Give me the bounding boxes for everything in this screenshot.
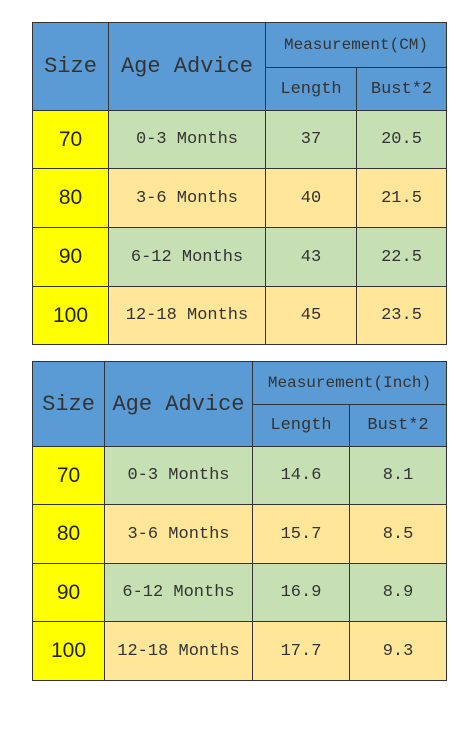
age-cell: 0-3 Months <box>108 110 266 169</box>
bust-cell: 8.5 <box>348 504 448 564</box>
length-cell: 45 <box>265 286 357 345</box>
data-row: 100 12-18 Months 45 23.5 <box>32 286 447 345</box>
size-cell: 100 <box>32 621 105 681</box>
header-measurement: Measurement(CM) <box>265 22 447 68</box>
header-row: Size Age Advice Measurement(CM) <box>32 22 447 111</box>
size-cell: 80 <box>32 504 105 564</box>
bust-cell: 21.5 <box>356 168 447 228</box>
data-row: 70 0-3 Months 14.6 8.1 <box>32 446 448 505</box>
bust-cell: 20.5 <box>356 110 447 169</box>
header-age: Age Advice <box>108 22 266 111</box>
bust-cell: 23.5 <box>356 286 447 345</box>
length-cell: 16.9 <box>252 563 350 622</box>
data-row: 80 3-6 Months 15.7 8.5 <box>32 504 448 564</box>
age-cell: 6-12 Months <box>108 227 266 287</box>
length-cell: 17.7 <box>252 621 350 681</box>
age-cell: 3-6 Months <box>104 504 253 564</box>
data-row: 90 6-12 Months 16.9 8.9 <box>32 563 448 622</box>
data-row: 100 12-18 Months 17.7 9.3 <box>32 621 448 681</box>
data-row: 80 3-6 Months 40 21.5 <box>32 168 447 228</box>
length-cell: 15.7 <box>252 504 350 564</box>
size-cell: 70 <box>32 110 109 169</box>
size-table: Size Age Advice Measurement(Inch) Length Bus… <box>32 361 448 681</box>
bust-cell: 22.5 <box>356 227 447 287</box>
header-length: Length <box>265 67 357 111</box>
header-row: Size Age Advice Measurement(Inch) <box>32 361 448 447</box>
size-cell: 90 <box>32 563 105 622</box>
length-cell: 40 <box>265 168 357 228</box>
data-row: 70 0-3 Months 37 20.5 <box>32 110 447 169</box>
bust-cell: 8.1 <box>348 446 448 505</box>
size-cell: 90 <box>32 227 109 287</box>
bust-cell: 9.3 <box>348 621 448 681</box>
size-cell: 100 <box>32 286 109 345</box>
header-measurement: Measurement(Inch) <box>251 361 448 405</box>
header-size: Size <box>32 22 109 111</box>
bust-cell: 8.9 <box>348 563 448 622</box>
header-bust: Bust*2 <box>348 404 448 447</box>
length-cell: 43 <box>265 227 357 287</box>
age-cell: 0-3 Months <box>104 446 253 505</box>
header-bust: Bust*2 <box>356 67 447 111</box>
size-cell: 70 <box>32 446 105 505</box>
header-age: Age Advice <box>104 361 253 447</box>
subheader-row: Length Bust*2 <box>33 67 447 111</box>
age-cell: 3-6 Months <box>108 168 266 228</box>
size-table: Size Age Advice Measurement(CM) Length Bust*… <box>32 22 447 345</box>
size-cell: 80 <box>32 168 109 228</box>
header-size: Size <box>32 361 105 447</box>
length-cell: 14.6 <box>252 446 350 505</box>
age-cell: 12-18 Months <box>108 286 266 345</box>
header-length: Length <box>252 404 350 447</box>
data-row: 90 6-12 Months 43 22.5 <box>32 227 447 287</box>
age-cell: 6-12 Months <box>104 563 253 622</box>
age-cell: 12-18 Months <box>104 621 253 681</box>
length-cell: 37 <box>265 110 357 169</box>
